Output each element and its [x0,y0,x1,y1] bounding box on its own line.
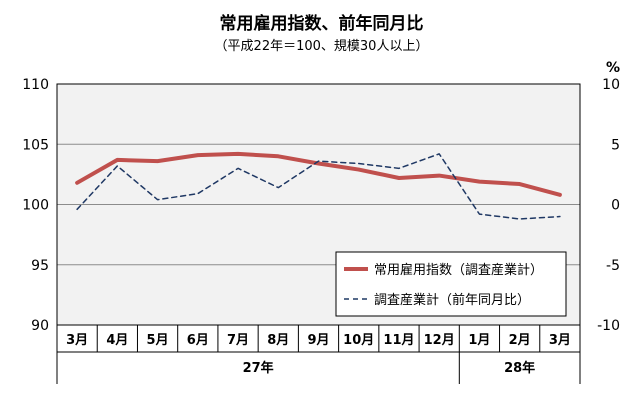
right-axis-tick-label: -5 [606,258,620,274]
category-label: 1月 [468,333,490,348]
left-axis-tick-label: 90 [31,318,49,334]
category-label: 2月 [509,333,531,348]
category-label: 12月 [424,333,455,348]
legend-label: 常用雇用指数（調査産業計） [374,262,543,278]
legend [335,251,567,317]
category-label: 3月 [66,333,88,348]
category-label: 11月 [383,333,414,348]
left-axis-tick-label: 110 [22,77,49,93]
legend-label: 調査産業計（前年同月比） [374,292,530,308]
left-axis-tick-label: 100 [22,198,49,214]
category-label: 10月 [343,333,374,348]
right-axis-tick-label: -10 [597,318,620,334]
category-label: 8月 [267,333,289,348]
category-label: 9月 [307,333,329,348]
year-label: 28年 [504,360,535,376]
left-axis-tick-label: 95 [31,258,49,274]
right-axis-tick-label: 5 [611,137,620,153]
right-axis-tick-label: 0 [611,198,620,214]
right-axis-tick-label: 10 [602,77,620,93]
chart-title: 常用雇用指数、前年同月比 [219,14,424,34]
chart-subtitle: （平成22年＝100、規模30人以上） [214,39,429,54]
right-axis-unit: % [606,60,620,76]
category-label: 5月 [147,333,169,348]
category-label: 7月 [227,333,249,348]
left-axis-tick-label: 105 [22,137,49,153]
category-label: 6月 [187,333,209,348]
plot-border [56,83,581,326]
year-label: 27年 [243,360,274,376]
category-label: 4月 [106,333,128,348]
category-label: 3月 [549,333,571,348]
